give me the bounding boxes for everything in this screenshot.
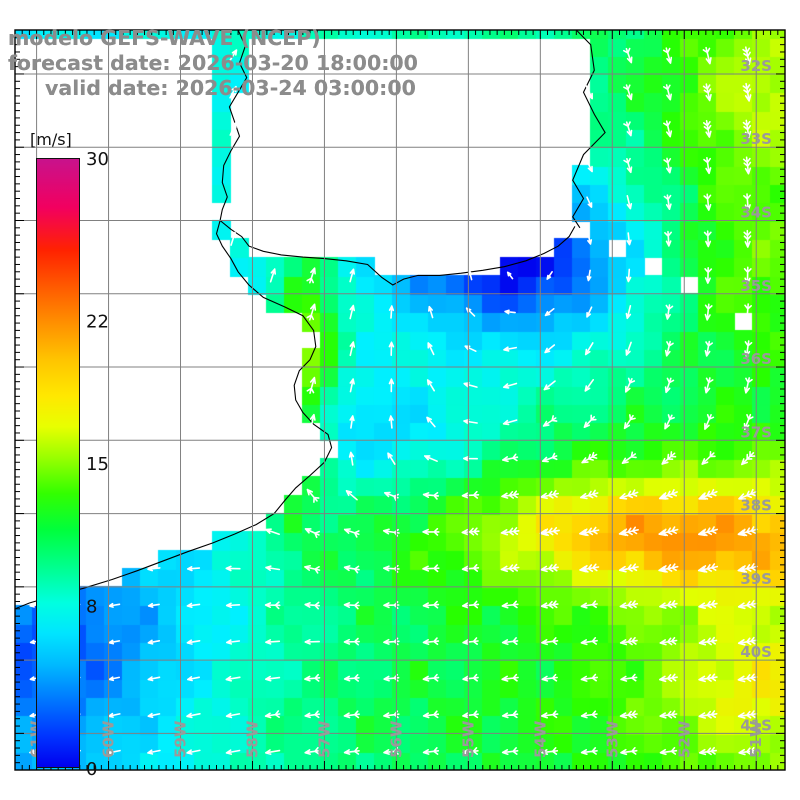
colorbar-unit-label: [m/s] [30,130,72,149]
colorbar[interactable] [36,158,80,768]
colorbar-gradient [36,158,80,768]
map-plot-area[interactable]: 32S33S34S35S36S37S38S39S40S41S61W60W59W5… [15,30,785,770]
wind-speed-heatmap [15,30,785,770]
